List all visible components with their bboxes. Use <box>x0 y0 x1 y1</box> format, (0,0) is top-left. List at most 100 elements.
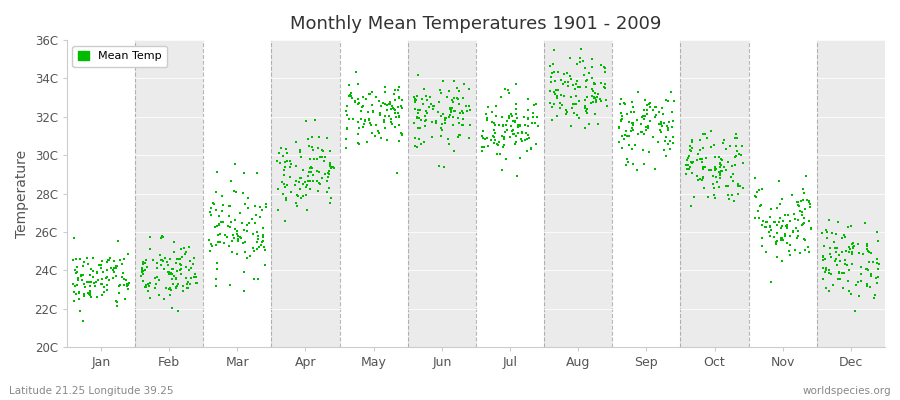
Point <box>570 112 584 118</box>
Point <box>680 156 694 163</box>
Point <box>717 137 732 144</box>
Point <box>845 261 859 267</box>
Point <box>571 84 585 90</box>
Point <box>436 78 450 84</box>
Point <box>392 114 406 120</box>
Point <box>83 288 97 294</box>
Point <box>638 124 652 130</box>
Point <box>842 246 857 253</box>
Point <box>174 271 188 277</box>
Point <box>290 203 304 209</box>
Point <box>629 167 643 173</box>
Point <box>823 244 837 251</box>
Point <box>378 83 392 90</box>
Point <box>502 113 517 119</box>
Point <box>734 182 748 189</box>
Point <box>685 160 699 166</box>
Point <box>179 274 194 281</box>
Point <box>841 224 855 230</box>
Point <box>708 166 723 173</box>
Point <box>448 107 463 114</box>
Point <box>626 127 640 134</box>
Point <box>566 101 580 107</box>
Point <box>169 256 184 262</box>
Point <box>218 232 232 239</box>
Point <box>488 136 502 143</box>
Point <box>411 107 426 114</box>
Point <box>158 254 173 261</box>
Point <box>802 217 816 224</box>
Point <box>253 203 267 210</box>
Point <box>846 240 860 246</box>
Point <box>258 204 273 210</box>
Point <box>121 282 135 289</box>
Point <box>827 239 842 245</box>
Point <box>455 122 470 128</box>
Point <box>160 269 175 276</box>
Point <box>183 258 197 264</box>
Point <box>118 296 132 302</box>
Point <box>567 110 581 116</box>
Point <box>816 242 831 249</box>
Point <box>619 111 634 117</box>
Point <box>81 261 95 267</box>
Point <box>819 234 833 241</box>
Point <box>796 220 810 227</box>
Point <box>584 86 598 92</box>
Point <box>550 113 564 119</box>
Point <box>832 258 847 264</box>
Point <box>860 240 874 247</box>
Point <box>342 92 356 99</box>
Point <box>278 197 293 204</box>
Point <box>163 292 177 298</box>
Point <box>457 80 472 87</box>
Point <box>824 270 838 277</box>
Point <box>497 135 511 141</box>
Point <box>717 164 732 170</box>
Point <box>580 94 595 100</box>
Point <box>188 271 202 278</box>
Point <box>119 276 133 283</box>
Point <box>306 147 320 154</box>
Point <box>428 120 443 126</box>
Point <box>183 267 197 274</box>
Point <box>548 78 562 84</box>
Point <box>392 113 407 119</box>
Point <box>230 251 244 258</box>
Point <box>506 118 520 124</box>
Point <box>71 277 86 283</box>
Point <box>706 142 721 148</box>
Point <box>491 138 506 145</box>
Point <box>173 267 187 273</box>
Point <box>296 181 310 187</box>
Point <box>311 145 326 152</box>
Point <box>585 93 599 100</box>
Point <box>157 296 171 302</box>
Point <box>150 260 165 266</box>
Point <box>408 96 422 102</box>
Point <box>775 222 789 229</box>
Point <box>456 94 471 101</box>
Point <box>138 267 152 273</box>
Point <box>308 117 322 123</box>
Point <box>352 100 366 107</box>
Point <box>69 264 84 270</box>
Point <box>156 258 170 264</box>
Point <box>697 184 711 191</box>
Point <box>167 273 182 280</box>
Point <box>215 207 230 214</box>
Point <box>860 246 874 252</box>
Point <box>698 154 713 161</box>
Point <box>156 234 170 240</box>
Point <box>837 270 851 276</box>
Point <box>477 144 491 150</box>
Point <box>842 267 857 274</box>
Point <box>100 273 114 280</box>
Point <box>587 95 601 101</box>
Point <box>594 80 608 86</box>
Point <box>102 257 116 264</box>
Point <box>321 171 336 177</box>
Point <box>504 123 518 130</box>
Point <box>339 136 354 142</box>
Point <box>350 140 365 146</box>
